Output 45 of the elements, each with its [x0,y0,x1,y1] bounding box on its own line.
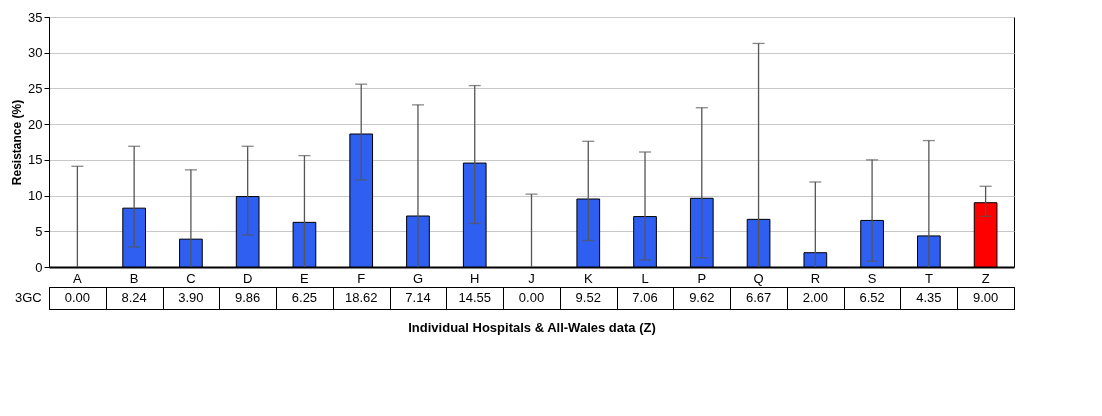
x-axis-title: Individual Hospitals & All-Wales data (Z) [408,319,656,335]
data-label: 2.00 [802,290,828,305]
data-label: 8.24 [121,290,147,305]
x-tick-label: G [412,270,424,286]
x-tick-label: P [697,270,707,286]
legend-label: 3GC [15,290,42,305]
y-tick-label: 20 [28,116,43,132]
y-tick-label: 15 [28,152,43,168]
y-tick-label: 30 [28,45,43,61]
data-label: 4.35 [916,290,942,305]
x-tick-label: T [924,270,933,286]
x-tick-label: F [357,270,366,286]
y-tick-label: 25 [28,80,43,96]
x-tick-label: B [129,270,139,286]
x-tick-label: C [186,270,196,286]
x-tick-label: Z [981,270,990,286]
data-label: 9.52 [575,290,601,305]
y-tick-label: 35 [28,9,43,25]
x-tick-label: E [300,270,310,286]
x-tick-label: H [470,270,480,286]
data-label: 9.86 [235,290,261,305]
data-label: 18.62 [344,290,378,305]
x-tick-label: Q [753,270,764,286]
data-label: 7.06 [632,290,658,305]
y-tick-label: 0 [35,259,43,275]
data-label: 6.67 [745,290,772,305]
y-axis-title: Resistance (%) [10,99,25,186]
x-tick-label: J [528,270,535,286]
data-label: 6.52 [859,290,885,305]
data-label: 0.00 [64,290,91,305]
x-tick-label: D [242,270,253,286]
data-label: 9.00 [972,290,999,305]
data-label: 9.62 [689,290,715,305]
x-tick-label: R [810,270,821,286]
y-tick-label: 10 [28,188,43,204]
data-label: 7.14 [405,290,431,305]
data-label: 6.25 [291,290,318,305]
x-tick-label: K [583,270,593,286]
x-tick-label: L [641,270,649,286]
data-label: 3.90 [178,290,204,305]
y-tick-label: 5 [35,223,43,239]
data-label: 0.00 [518,290,545,305]
x-tick-label: A [73,270,83,286]
x-tick-label: S [867,270,877,286]
data-label: 14.55 [458,290,492,305]
